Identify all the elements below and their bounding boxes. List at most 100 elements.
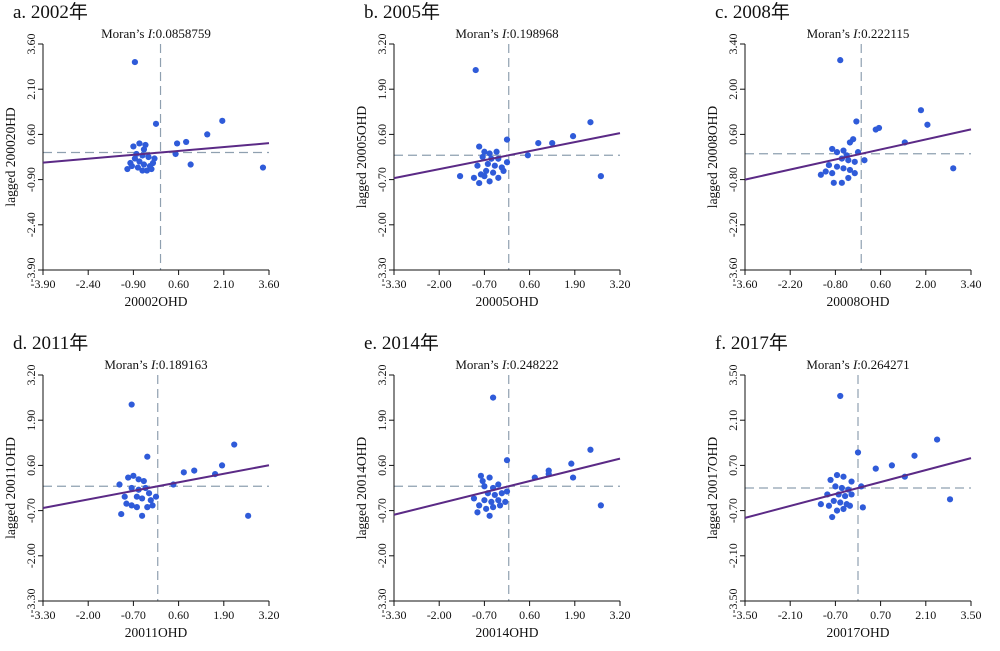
regression-line <box>42 464 270 509</box>
x-tick-label: -2.20 <box>778 277 803 291</box>
x-tick-label: 1.90 <box>564 277 585 291</box>
x-tick-label: 3.20 <box>610 608 631 622</box>
data-point <box>829 145 836 153</box>
panel-title: d. 2011年 <box>13 332 88 354</box>
data-point <box>173 140 181 147</box>
x-tick-label: -2.00 <box>427 608 452 622</box>
x-axis-label: 20005OHD <box>476 294 539 309</box>
data-point <box>827 476 834 484</box>
morans-i-label: Moran’s I:0.264271 <box>806 357 909 372</box>
data-point <box>837 392 844 400</box>
x-axis-label: 20002OHD <box>125 294 188 309</box>
data-point <box>488 498 495 506</box>
data-point <box>124 165 131 173</box>
data-point <box>496 502 504 509</box>
morans-i-value: :0.189163 <box>155 357 207 372</box>
scatter-panel: f. 2017年 Moran’s I:0.264271 -3.50 -2.10 -0.7… <box>705 332 982 640</box>
data-point <box>587 119 594 126</box>
data-point <box>850 136 857 143</box>
data-point <box>187 161 194 168</box>
y-tick-label: 3.20 <box>375 34 389 55</box>
morans-i-symbol: I <box>150 357 156 372</box>
y-tick-label: -2.00 <box>375 543 389 568</box>
data-point <box>121 493 128 500</box>
data-point <box>861 157 868 164</box>
data-point <box>837 499 844 506</box>
x-tick-label: -3.30 <box>382 277 407 291</box>
y-tick-label: -3.60 <box>726 258 740 283</box>
data-point <box>486 178 493 185</box>
data-point <box>495 174 502 181</box>
morans-i-value: :0.198968 <box>506 26 558 41</box>
data-point <box>503 159 511 166</box>
panel-title: c. 2008年 <box>715 1 790 23</box>
scatter-panel: a. 2002年 Moran’s I:0.0858759 -3.90 -2.40 -0.… <box>3 1 280 309</box>
data-point <box>470 495 478 502</box>
data-point <box>934 436 941 443</box>
data-point <box>147 497 154 504</box>
y-tick-label: -2.20 <box>726 212 740 237</box>
morans-i-value: :0.264271 <box>857 357 909 372</box>
data-point <box>259 164 267 171</box>
data-point <box>597 173 604 180</box>
y-axis-label: lagged 20011OHD <box>3 437 18 539</box>
data-point <box>524 152 531 159</box>
data-point <box>535 139 542 147</box>
data-point <box>569 474 577 481</box>
data-point <box>144 453 151 460</box>
data-point <box>134 164 142 171</box>
data-point <box>481 148 488 155</box>
data-point <box>491 162 498 169</box>
x-tick-label: 3.50 <box>961 608 982 622</box>
data-point <box>503 488 511 495</box>
x-tick-label: 2.00 <box>915 277 936 291</box>
y-tick-label: 0.60 <box>375 455 389 476</box>
data-point <box>140 161 148 168</box>
x-axis-label: 20008OHD <box>827 294 890 309</box>
y-tick-label: 3.20 <box>375 365 389 386</box>
data-point <box>218 462 226 469</box>
y-tick-label: 0.60 <box>24 124 38 145</box>
data-point <box>476 179 483 187</box>
data-point <box>846 502 854 509</box>
data-point <box>123 500 130 507</box>
data-point <box>486 150 493 157</box>
data-point <box>830 179 837 186</box>
data-point <box>841 492 849 500</box>
data-point <box>140 477 147 485</box>
x-axis-label: 20011OHD <box>125 625 188 640</box>
data-point <box>851 170 858 177</box>
data-point <box>950 165 957 172</box>
data-point <box>136 158 143 165</box>
data-point <box>830 497 837 505</box>
data-point <box>476 502 483 509</box>
x-axis-label: 20017OHD <box>827 625 890 640</box>
y-tick-label: -3.30 <box>24 589 38 614</box>
y-tick-label: -3.30 <box>375 589 389 614</box>
data-point <box>500 167 507 175</box>
morans-i-prefix: Moran’s <box>806 357 853 372</box>
data-point <box>128 484 135 492</box>
panel-title: f. 2017年 <box>715 332 788 354</box>
data-point <box>822 168 829 175</box>
morans-i-symbol: I <box>852 357 858 372</box>
scatter-panel: e. 2014年 Moran’s I:0.248222 -3.30 -2.00 -0.7… <box>354 332 631 640</box>
morans-i-prefix: Moran’s <box>101 26 148 41</box>
y-tick-label: -0.70 <box>375 498 389 523</box>
data-point <box>846 166 854 174</box>
data-point <box>840 165 847 172</box>
data-point <box>832 483 839 490</box>
data-point <box>127 159 134 167</box>
regression-line <box>393 132 621 180</box>
x-tick-label: -0.80 <box>823 277 848 291</box>
data-point <box>833 163 841 170</box>
panel-title: b. 2005年 <box>364 1 440 23</box>
data-point <box>486 474 493 481</box>
x-tick-label: 3.60 <box>259 277 280 291</box>
data-point <box>140 146 148 153</box>
x-tick-label: 3.20 <box>259 608 280 622</box>
data-point <box>183 138 190 146</box>
data-point <box>825 502 833 509</box>
data-point <box>133 504 140 511</box>
y-tick-label: -2.00 <box>24 543 38 568</box>
